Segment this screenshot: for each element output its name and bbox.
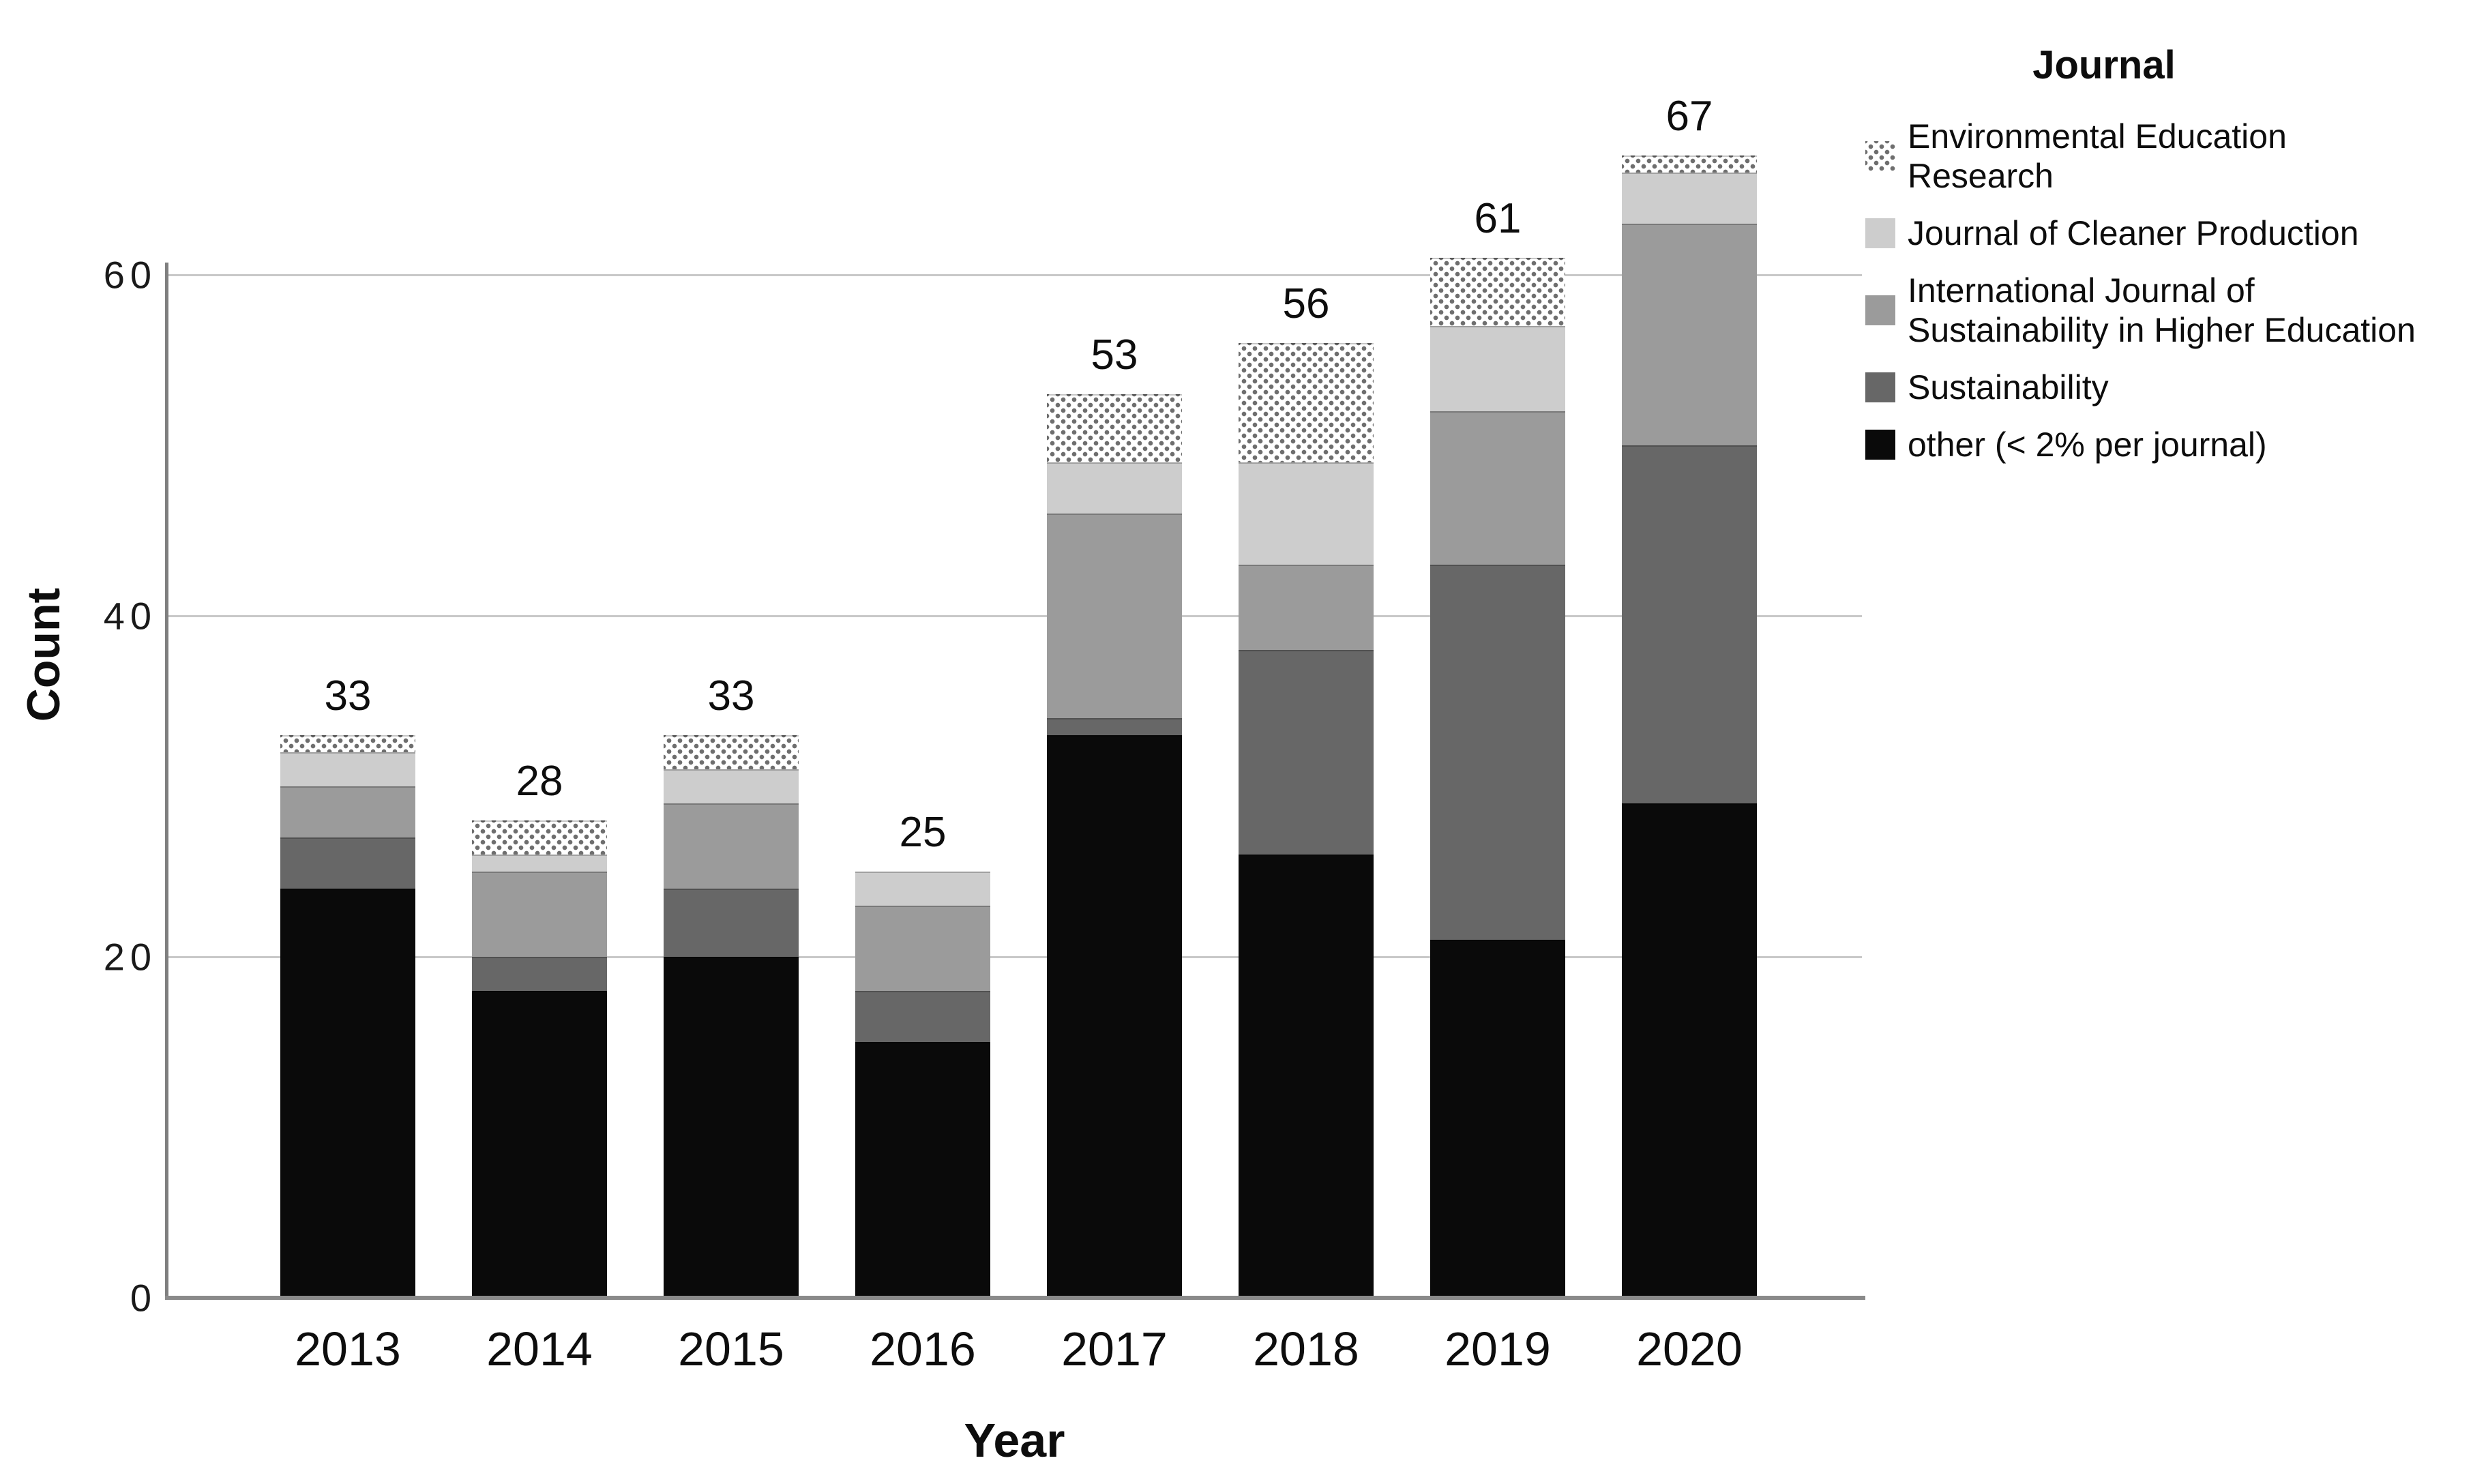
bar-segment-other-per-journal- xyxy=(472,991,607,1298)
bar-segment-journal-of-cleaner-production xyxy=(664,769,799,803)
bar-segment-international-journal-of-sustainability-in-higher-education xyxy=(1430,411,1565,565)
bar-segment-sustainability xyxy=(855,991,990,1042)
bar-2016 xyxy=(855,872,990,1298)
bar-segment-environmental-education-research xyxy=(1239,343,1374,462)
y-axis-line xyxy=(165,263,168,1300)
x-tick-label-2013: 2013 xyxy=(295,1322,401,1376)
x-axis-title: Year xyxy=(964,1414,1065,1467)
legend-swatch-#0a0a0a xyxy=(1865,430,1895,460)
bar-total-label: 53 xyxy=(1091,331,1138,379)
bar-segment-journal-of-cleaner-production xyxy=(280,752,415,786)
bar-segment-journal-of-cleaner-production xyxy=(1047,462,1182,514)
x-tick-label-2016: 2016 xyxy=(870,1322,976,1376)
x-tick-label-2014: 2014 xyxy=(486,1322,593,1376)
legend-items: Environmental Education Research Journal … xyxy=(1865,117,2416,464)
x-tick-label-2018: 2018 xyxy=(1253,1322,1359,1376)
legend-item: Sustainability xyxy=(1865,368,2343,407)
bar-2014 xyxy=(472,820,607,1298)
bar-total-label: 61 xyxy=(1474,195,1522,242)
bar-segment-international-journal-of-sustainability-in-higher-education xyxy=(855,906,990,991)
bar-segment-sustainability xyxy=(1047,718,1182,735)
bar-segment-other-per-journal- xyxy=(280,889,415,1298)
bar-2020 xyxy=(1622,155,1757,1298)
bar-segment-sustainability xyxy=(472,957,607,991)
bar-2013 xyxy=(280,735,415,1298)
bar-segment-international-journal-of-sustainability-in-higher-education xyxy=(1622,224,1757,445)
bar-segment-journal-of-cleaner-production xyxy=(1239,462,1374,565)
bar-segment-sustainability xyxy=(1430,565,1565,940)
bar-segment-sustainability xyxy=(664,889,799,957)
legend-swatch-#cdcdcd xyxy=(1865,218,1895,248)
bar-2019 xyxy=(1430,258,1565,1298)
legend-item-label: other (< 2% per journal) xyxy=(1908,426,2267,464)
bar-segment-environmental-education-research xyxy=(280,735,415,752)
bar-segment-other-per-journal- xyxy=(1239,855,1374,1298)
bar-2017 xyxy=(1047,394,1182,1298)
x-tick-label-2019: 2019 xyxy=(1445,1322,1551,1376)
legend-item: other (< 2% per journal) xyxy=(1865,425,2343,464)
bar-segment-environmental-education-research xyxy=(472,820,607,855)
legend-swatch-#9b9b9b xyxy=(1865,295,1895,325)
bar-segment-journal-of-cleaner-production xyxy=(1430,326,1565,411)
legend: Journal Environmental Education Research… xyxy=(1865,42,2416,482)
y-axis-title: Count xyxy=(18,587,70,722)
legend-item-label: International Journal of Sustainability … xyxy=(1908,271,2416,349)
bar-total-label: 33 xyxy=(707,672,755,719)
bar-segment-sustainability xyxy=(280,837,415,889)
x-tick-label-2017: 2017 xyxy=(1061,1322,1168,1376)
bar-total-label: 33 xyxy=(324,672,372,719)
y-tick-label: 0 xyxy=(130,1276,157,1320)
bar-segment-sustainability xyxy=(1622,445,1757,803)
y-tick-label: 20 xyxy=(103,935,157,979)
legend-item-label: Journal of Cleaner Production xyxy=(1908,214,2359,252)
bar-segment-environmental-education-research xyxy=(664,735,799,769)
legend-item-label: Sustainability xyxy=(1908,368,2109,406)
x-axis-line xyxy=(165,1296,1865,1300)
bar-total-label: 67 xyxy=(1665,93,1713,140)
legend-item-label: Environmental Education Research xyxy=(1908,117,2287,195)
bar-segment-other-per-journal- xyxy=(1430,940,1565,1298)
legend-item: International Journal of Sustainability … xyxy=(1865,271,2416,350)
gridline-y-40 xyxy=(167,615,1862,617)
bar-segment-international-journal-of-sustainability-in-higher-education xyxy=(472,872,607,957)
bar-segment-international-journal-of-sustainability-in-higher-education xyxy=(1047,514,1182,718)
bar-segment-sustainability xyxy=(1239,650,1374,855)
bar-segment-journal-of-cleaner-production xyxy=(855,872,990,906)
bar-2015 xyxy=(664,735,799,1298)
legend-title: Journal xyxy=(2032,43,2176,87)
bar-segment-other-per-journal- xyxy=(664,957,799,1298)
x-tick-label-2015: 2015 xyxy=(678,1322,784,1376)
gridline-y-60 xyxy=(167,274,1862,276)
y-tick-label: 60 xyxy=(103,253,157,297)
x-tick-label-2020: 2020 xyxy=(1636,1322,1743,1376)
gridline-y-20 xyxy=(167,956,1862,958)
legend-swatch-#676767 xyxy=(1865,372,1895,402)
bar-segment-other-per-journal- xyxy=(1622,803,1757,1298)
bar-segment-other-per-journal- xyxy=(855,1042,990,1298)
bar-segment-journal-of-cleaner-production xyxy=(472,855,607,872)
bar-segment-international-journal-of-sustainability-in-higher-education xyxy=(1239,565,1374,650)
bar-2018 xyxy=(1239,343,1374,1298)
bar-segment-environmental-education-research xyxy=(1047,394,1182,462)
bar-segment-other-per-journal- xyxy=(1047,735,1182,1298)
bar-total-label: 56 xyxy=(1282,280,1330,327)
bar-segment-environmental-education-research xyxy=(1430,258,1565,326)
legend-item: Environmental Education Research xyxy=(1865,117,2343,196)
bar-segment-journal-of-cleaner-production xyxy=(1622,173,1757,224)
bar-total-label: 25 xyxy=(899,809,947,856)
bar-total-label: 28 xyxy=(516,758,563,805)
bar-segment-international-journal-of-sustainability-in-higher-education xyxy=(664,803,799,889)
legend-swatch-dots xyxy=(1865,141,1895,171)
bar-segment-international-journal-of-sustainability-in-higher-education xyxy=(280,786,415,837)
y-tick-label: 40 xyxy=(103,594,157,638)
legend-item: Journal of Cleaner Production xyxy=(1865,213,2359,253)
bar-segment-environmental-education-research xyxy=(1622,155,1757,173)
